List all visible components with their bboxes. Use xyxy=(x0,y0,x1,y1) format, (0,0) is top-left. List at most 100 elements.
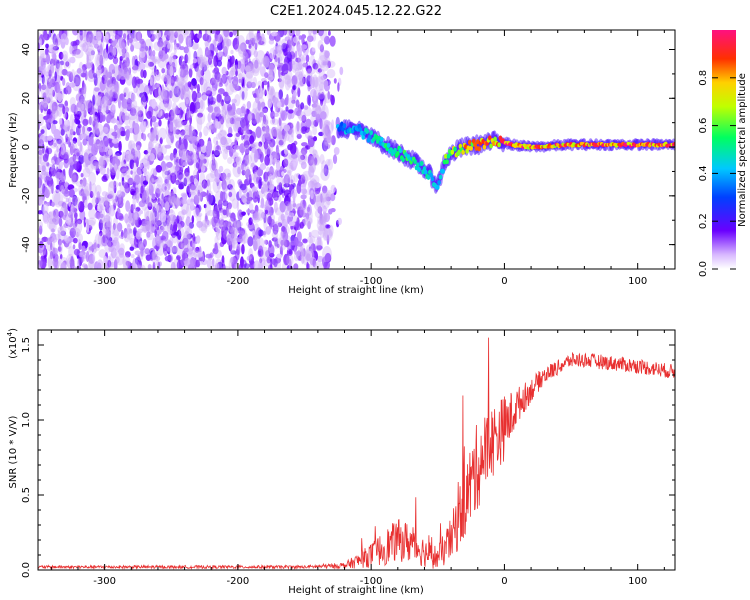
spectrogram-noise-haze xyxy=(161,73,168,82)
spectrogram-noise-haze xyxy=(297,150,307,166)
spectrogram-noise-haze xyxy=(42,98,48,108)
spectrogram-noise-cell xyxy=(332,154,338,165)
spectrogram-noise-cell xyxy=(300,154,306,160)
spectrogram-noise-cell xyxy=(107,241,113,247)
spectrogram-noise-cell xyxy=(288,249,292,255)
spectrogram-noise-haze xyxy=(50,100,55,116)
spectrogram-noise-cell xyxy=(113,184,117,194)
spectrogram-noise-cell xyxy=(226,55,231,60)
spectrogram-noise-cell xyxy=(88,136,94,147)
spectrogram-track-cell xyxy=(368,134,372,140)
spectrogram-noise-haze xyxy=(100,86,109,96)
spectrogram-noise-cell xyxy=(42,183,46,194)
spectrogram-noise-cell xyxy=(108,63,116,75)
spectrogram-noise-cell xyxy=(177,229,182,240)
spectrogram-noise-haze xyxy=(40,161,50,168)
spectrogram-noise-cell xyxy=(245,148,250,156)
spectrogram-noise-haze xyxy=(113,217,118,229)
spectrogram-noise-cell xyxy=(241,211,246,216)
spectrogram-noise-haze xyxy=(308,208,313,224)
spectrogram-noise-cell xyxy=(187,81,192,88)
spectrogram-noise-cell xyxy=(324,252,332,264)
spectrogram-noise-haze xyxy=(151,56,162,64)
spectrogram-noise-cell xyxy=(138,240,144,251)
spectrogram-noise-cell xyxy=(197,189,201,197)
spectrogram-noise-cell xyxy=(238,78,242,83)
spectrogram-noise-cell xyxy=(263,141,269,150)
spectrogram-noise-haze xyxy=(103,259,111,269)
spectrogram-noise-cell xyxy=(241,244,245,255)
spectrogram-noise-cell xyxy=(38,177,42,189)
spectrogram-noise-cell xyxy=(94,212,101,219)
spectrogram-noise-cell xyxy=(319,213,324,225)
spectrogram-noise-cell xyxy=(115,151,122,156)
spectrogram-noise-haze xyxy=(106,201,112,215)
spectrogram-noise-cell xyxy=(236,107,242,115)
spectrogram-noise-cell xyxy=(151,98,157,109)
spectrogram-noise-cell xyxy=(280,213,285,221)
spectrogram-noise-cell xyxy=(221,255,225,264)
spectrogram-noise-cell xyxy=(191,153,198,161)
spectrogram-noise-haze xyxy=(284,75,291,91)
spectrogram-track-cell xyxy=(374,134,379,140)
spectrogram-noise-cell xyxy=(83,216,87,228)
spectrogram-noise-haze xyxy=(84,158,94,174)
spectrogram-noise-cell xyxy=(57,229,61,240)
spectrogram-noise-haze xyxy=(327,158,333,171)
spectrogram-noise-haze xyxy=(311,76,320,88)
spectrogram-noise-cell xyxy=(144,248,151,255)
spectrogram-noise-haze xyxy=(118,71,127,80)
spectrogram-noise-haze xyxy=(204,213,209,229)
spectrogram-noise-cell xyxy=(169,38,175,43)
spectrogram-noise-cell xyxy=(151,193,156,200)
spectrogram-noise-cell xyxy=(152,249,155,260)
spectrogram-noise-haze xyxy=(38,189,43,206)
spectrogram-noise-haze xyxy=(175,78,183,90)
spectrogram-noise-haze xyxy=(190,130,197,141)
spectrogram-noise-haze xyxy=(54,255,61,269)
spectrogram-noise-haze xyxy=(261,57,268,65)
spectrogram-noise-haze xyxy=(320,119,330,135)
spectrogram-noise-cell xyxy=(254,42,258,51)
spectrogram-noise-cell xyxy=(148,61,155,67)
spectrogram-noise-haze xyxy=(144,220,152,228)
spectrogram-noise-haze xyxy=(116,122,122,136)
spectrogram-noise-cell xyxy=(253,93,257,98)
spectrogram-noise-haze xyxy=(96,76,103,90)
spectrogram-noise-haze xyxy=(223,36,229,52)
spectrogram-noise-haze xyxy=(157,30,164,42)
spectrogram-noise-haze xyxy=(273,171,280,179)
spectrogram-noise-cell xyxy=(124,125,131,130)
spectrogram-noise-cell xyxy=(196,251,203,258)
spectrogram-noise-haze xyxy=(70,140,78,155)
spectrogram-noise-haze xyxy=(38,176,42,190)
spectrogram-noise-cell xyxy=(155,234,162,247)
spectrogram-noise-haze xyxy=(69,114,75,129)
spectrogram-noise-cell xyxy=(49,250,53,260)
spectrogram-noise-cell xyxy=(301,218,306,227)
spectrogram-noise-cell xyxy=(53,210,56,218)
spectrogram-noise-haze xyxy=(291,57,298,73)
spectrogram-noise-haze xyxy=(275,129,281,139)
spectrogram-noise-haze xyxy=(81,250,87,262)
spectrogram-noise-haze xyxy=(290,41,295,56)
spectrogram-noise-haze xyxy=(101,218,111,234)
spectrogram-noise-cell xyxy=(171,245,178,255)
spectrogram-noise-haze xyxy=(311,59,320,70)
spectrogram-noise-cell xyxy=(159,137,163,145)
spectrogram-noise-cell xyxy=(277,57,281,64)
spectrogram-noise-cell xyxy=(301,188,308,195)
spectrogram-noise-cell xyxy=(44,188,50,199)
spectrogram-noise-haze xyxy=(42,99,48,115)
spectrogram-noise-cell xyxy=(330,193,336,202)
spectrogram-noise-haze xyxy=(47,255,55,269)
spectrogram-noise-haze xyxy=(269,177,274,193)
spectrogram-noise-cell xyxy=(40,104,44,113)
spectrogram-noise-haze xyxy=(112,66,121,81)
spectrogram-noise-haze xyxy=(78,31,86,40)
spectrogram-noise-haze xyxy=(150,215,158,225)
spectrogram-noise-haze xyxy=(143,154,153,161)
spectrogram-noise-cell xyxy=(154,65,157,77)
spectrogram-noise-cell xyxy=(249,135,255,145)
